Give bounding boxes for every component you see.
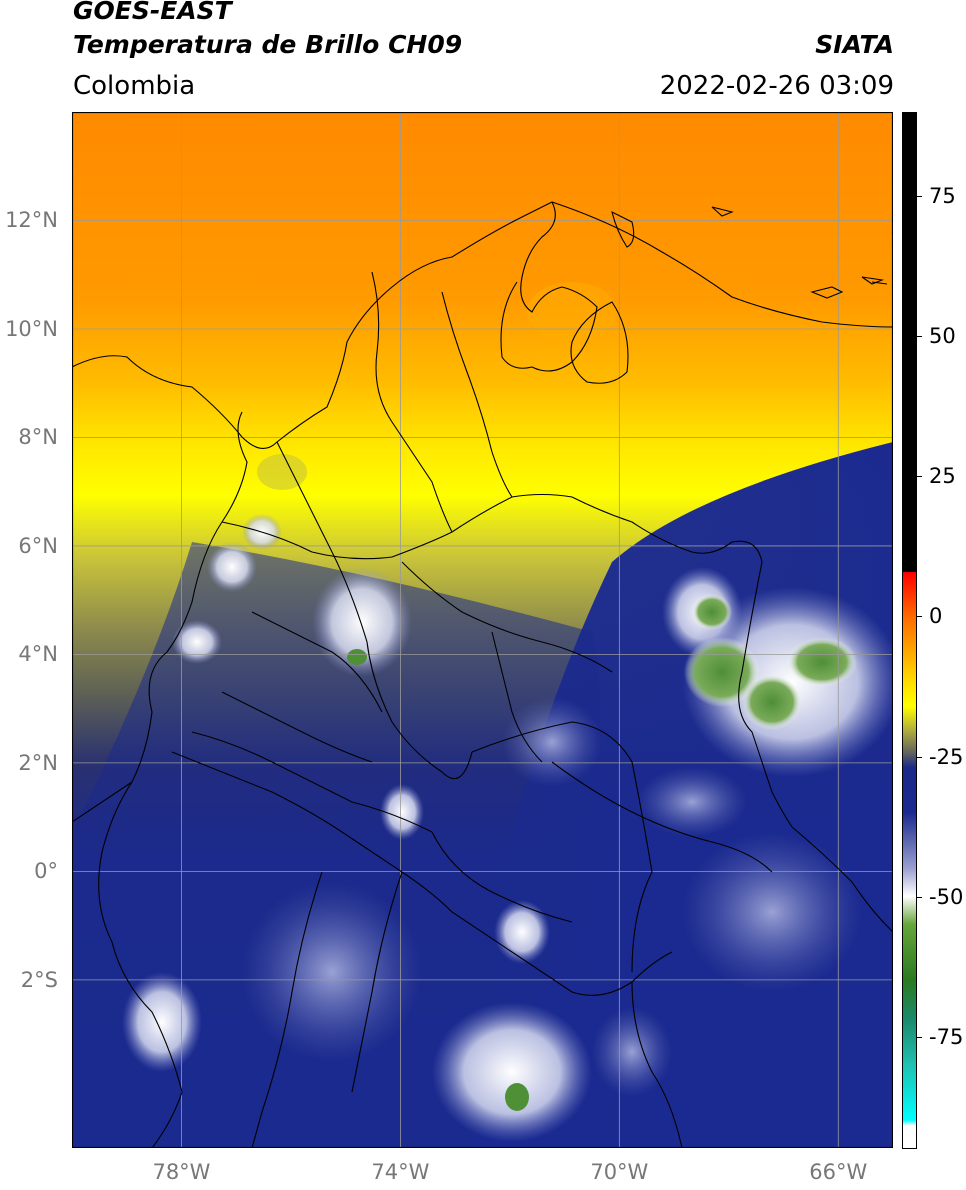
venezuela-brazil-border <box>791 826 893 933</box>
colorbar-tick-label: 50 <box>929 324 956 349</box>
colorbar-tick-label: -50 <box>929 884 964 909</box>
cloud-cluster <box>172 620 222 664</box>
cloud-cluster <box>312 567 412 677</box>
latitude-tick-label: 8°N <box>18 425 58 450</box>
political-borders <box>72 201 893 1148</box>
caribbean-islands <box>711 206 893 299</box>
colorbar-tick-mark <box>917 756 922 758</box>
cloud-cluster <box>242 882 422 1062</box>
ecuador-coast <box>98 781 183 1148</box>
cloud-cluster <box>122 972 202 1072</box>
colorbar-tick-label: 0 <box>929 604 943 629</box>
colorbar-tick-mark <box>917 616 922 618</box>
department-border <box>491 631 543 763</box>
colorbar-tick-label: 25 <box>929 464 956 489</box>
colombia-brazil-border <box>471 721 653 973</box>
cold-cloud-region-west <box>72 542 600 1148</box>
caribbean-coastline <box>72 201 598 449</box>
cold-core-cluster <box>347 649 367 665</box>
warm-patch <box>257 454 307 490</box>
graticule <box>72 112 893 1148</box>
warm-patch <box>527 282 617 342</box>
cloud-cluster <box>207 542 257 592</box>
colombia-ecuador-peru-border <box>171 751 673 996</box>
latitude-tick-label: 2°S <box>20 967 58 992</box>
venezuela-coastline <box>551 201 893 328</box>
colorbar-tick-mark <box>917 476 922 478</box>
peru-brazil-border <box>631 981 683 1148</box>
department-border <box>191 731 433 833</box>
colorbar-tick-label: -25 <box>929 744 964 769</box>
colorbar-tick-label: 75 <box>929 184 956 209</box>
department-border <box>276 441 333 553</box>
colorbar-tick-mark <box>917 1036 922 1038</box>
department-border <box>401 561 613 673</box>
colorbar <box>902 112 917 1149</box>
department-border <box>431 831 573 923</box>
colorbar-tick-mark <box>917 336 922 338</box>
colorbar-tick-label: -75 <box>929 1024 964 1049</box>
lake-maracaibo <box>570 301 629 384</box>
peru-border <box>351 871 403 1093</box>
region-label: Colombia <box>73 71 196 101</box>
cold-core-cluster <box>505 1083 529 1111</box>
latitude-tick-label: 4°N <box>18 642 58 667</box>
pacific-coastline <box>72 411 248 823</box>
cloud-cluster <box>592 1007 672 1097</box>
longitude-tick-label: 66°W <box>809 1160 868 1184</box>
longitude-tick-label: 74°W <box>371 1160 430 1184</box>
department-border <box>331 551 473 780</box>
cold-core-cluster <box>692 594 732 630</box>
paraguana-peninsula <box>611 210 635 248</box>
latitude-tick-label: 12°N <box>5 208 58 233</box>
map-canvas[interactable] <box>72 112 893 1148</box>
organization-label: SIATA <box>815 30 894 59</box>
longitude-tick-label: 78°W <box>152 1160 211 1184</box>
longitude-tick-label: 70°W <box>590 1160 649 1184</box>
cloud-cluster <box>682 832 862 992</box>
product-title: Temperatura de Brillo CH09 <box>73 30 463 59</box>
latitude-tick-label: 2°N <box>18 750 58 775</box>
cloud-cluster <box>494 900 550 964</box>
cloud-cluster <box>502 697 602 787</box>
map-frame <box>72 112 893 1148</box>
cold-core-cluster <box>742 674 802 730</box>
cold-core-cluster <box>787 637 857 687</box>
colorbar-tick-mark <box>917 196 922 198</box>
department-border <box>251 611 383 713</box>
latitude-tick-label: 6°N <box>18 533 58 558</box>
department-border <box>371 271 453 533</box>
timestamp-label: 2022-02-26 03:09 <box>659 71 894 101</box>
department-border <box>221 691 373 763</box>
colombia-venezuela-border <box>221 493 793 828</box>
latitude-tick-label: 10°N <box>5 316 58 341</box>
cloud-cluster <box>432 1002 592 1142</box>
colorbar-tick-mark <box>917 896 922 898</box>
cloud-cluster <box>380 784 424 840</box>
ecuador-peru-border <box>251 871 323 1148</box>
department-border <box>551 761 773 873</box>
satellite-title: GOES-EAST <box>73 0 232 25</box>
satellite-map[interactable] <box>72 112 893 1148</box>
cloud-cluster <box>637 767 747 837</box>
latitude-tick-label: 0° <box>34 859 58 884</box>
department-border <box>441 291 513 498</box>
